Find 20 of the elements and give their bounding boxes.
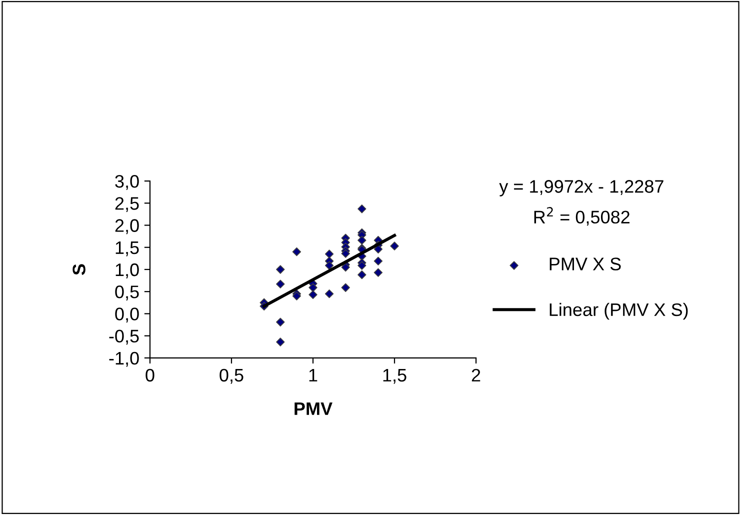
y-tick-label: -1,0 bbox=[109, 352, 139, 367]
x-tick-label: 0,5 bbox=[220, 368, 244, 384]
y-axis-title: S bbox=[72, 264, 86, 275]
y-tick-label: 3,0 bbox=[115, 174, 139, 190]
y-tick-label: 0,5 bbox=[115, 286, 139, 300]
x-tick-label: 0 bbox=[146, 368, 154, 382]
x-tick-label: 1,5 bbox=[383, 369, 406, 384]
y-tick-label: 2,5 bbox=[115, 197, 139, 212]
y-tick-label: 1,0 bbox=[116, 263, 139, 278]
legend-label: Linear (PMV X S) bbox=[550, 302, 688, 320]
legend-label: PMV X S bbox=[550, 258, 621, 270]
y-tick-label: 2,0 bbox=[115, 219, 139, 234]
x-tick-label: 1 bbox=[309, 369, 318, 382]
text: R$^{2}$ = 0,5082 bbox=[534, 207, 630, 226]
y-tick-label: 1,5 bbox=[116, 241, 139, 256]
y-tick-label: 0,0 bbox=[115, 308, 139, 323]
y-tick-label: -0,5 bbox=[109, 330, 139, 345]
x-tick-label: 2 bbox=[472, 368, 480, 382]
text: y = 1,9972x - 1,2287 bbox=[499, 180, 664, 196]
x-axis-title: PMV bbox=[294, 402, 332, 415]
